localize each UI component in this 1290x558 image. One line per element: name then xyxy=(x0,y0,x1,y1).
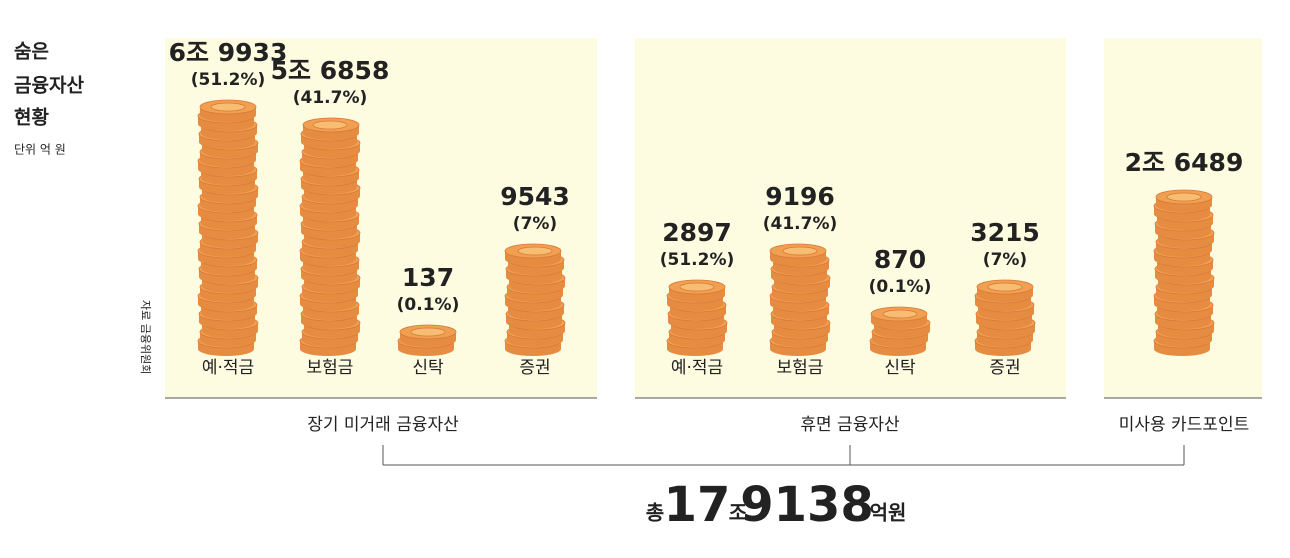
coin-stack xyxy=(769,243,831,356)
coin-stack xyxy=(299,117,361,356)
coin-face xyxy=(1166,192,1202,202)
share-label: (0.1%) xyxy=(869,277,932,297)
category-label: 신탁 xyxy=(412,358,444,378)
value-label: 5조 6858 xyxy=(271,56,390,85)
coin-face xyxy=(312,120,348,130)
category-label: 예·적금 xyxy=(202,358,254,378)
value-label: 2897 xyxy=(662,218,732,247)
category-label: 증권 xyxy=(519,358,550,378)
coin-face xyxy=(210,102,246,112)
share-label: (7%) xyxy=(513,214,557,234)
coin-stack xyxy=(197,99,259,356)
share-label: (7%) xyxy=(983,250,1027,270)
category-label: 예·적금 xyxy=(671,358,723,378)
category-label: 증권 xyxy=(989,358,1020,378)
group-label: 휴면 금융자산 xyxy=(800,415,900,435)
total-bracket xyxy=(382,445,1185,466)
total-unit: 억원 xyxy=(870,501,907,525)
coin-stack xyxy=(869,306,931,356)
total-number: 17 xyxy=(664,477,731,533)
coin-stack xyxy=(974,279,1036,356)
group-label: 장기 미거래 금융자산 xyxy=(307,415,459,435)
unit-label: 단위 억 원 xyxy=(14,143,66,157)
total-unit: 조 xyxy=(729,501,747,525)
coin-face xyxy=(987,282,1023,292)
category-label: 신탁 xyxy=(884,358,916,378)
value-label: 137 xyxy=(402,263,454,292)
share-label: (0.1%) xyxy=(397,295,460,315)
title-line: 현황 xyxy=(14,106,49,129)
coin-face xyxy=(782,246,818,256)
group-label: 미사용 카드포인트 xyxy=(1119,415,1250,435)
share-label: (41.7%) xyxy=(763,214,838,234)
value-label: 2조 6489 xyxy=(1125,148,1244,177)
value-label: 9196 xyxy=(765,182,835,211)
value-label: 9543 xyxy=(500,182,570,211)
coin-face xyxy=(410,327,446,337)
share-label: (51.2%) xyxy=(191,70,266,90)
coin-stack xyxy=(397,324,457,356)
coin-face xyxy=(679,282,715,292)
value-label: 3215 xyxy=(970,218,1040,247)
value-label: 870 xyxy=(874,245,926,274)
title-line: 숨은 xyxy=(14,41,49,63)
share-label: (51.2%) xyxy=(660,250,735,270)
coin-stack xyxy=(504,243,566,356)
category-label: 보험금 xyxy=(307,358,354,378)
total-prefix: 총 xyxy=(646,501,664,525)
coin-stack xyxy=(1153,189,1215,356)
coin-stack xyxy=(666,279,728,356)
coin-face xyxy=(882,309,918,319)
value-label: 6조 9933 xyxy=(169,38,288,67)
title-line: 금융자산 xyxy=(14,75,84,97)
source-label: 자료 금융위원회 xyxy=(139,300,152,374)
share-label: (41.7%) xyxy=(293,88,368,108)
category-label: 보험금 xyxy=(777,358,824,378)
coin-face xyxy=(517,246,553,256)
total-number: 9138 xyxy=(740,477,874,533)
